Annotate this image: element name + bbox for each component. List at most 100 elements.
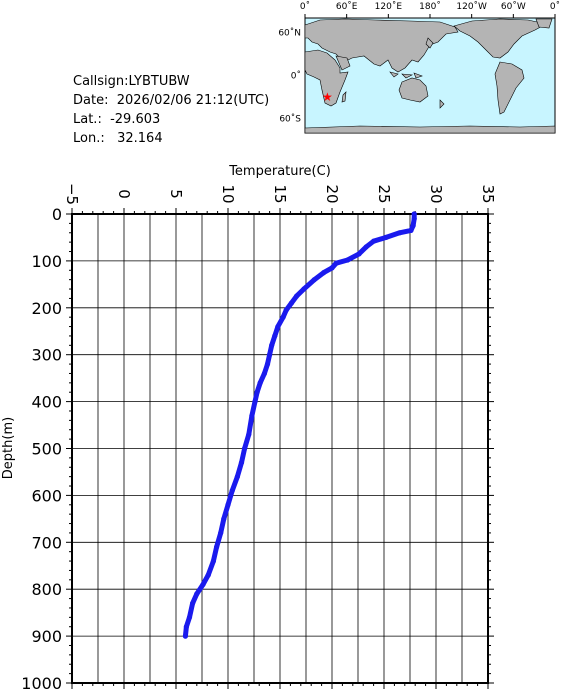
profile-point [269,342,275,348]
profile-point [194,591,200,597]
map-latitude-labels: 60˚N 0˚ 60˚S [278,27,301,124]
profile-point [225,502,231,508]
x-tick-label: 5 [167,189,185,199]
callsign-text: Callsign:LYBTUBW [73,74,190,89]
y-tick-label: 200 [31,299,62,318]
y-tick-label: 500 [31,440,62,459]
x-tick-label: 10 [219,184,237,203]
x-tick-label: 0 [115,189,133,199]
profile-point [272,333,278,339]
x-tick-label: −5 [63,183,81,205]
north-america-landmass [453,18,547,59]
map-lat-label: 60˚N [278,27,301,38]
y-tick-label: 0 [52,205,62,224]
x-tick-label: 30 [427,184,445,203]
map-lon-label: 0˚ [300,1,310,12]
longitude-text: Lon.: 32.164 [73,131,163,146]
x-tick-label: 15 [271,184,289,203]
profile-point [294,293,300,299]
profile-point [218,530,224,536]
profile-point [190,600,196,606]
map-lon-label: 120˚W [456,1,487,12]
japan-islands [425,37,434,49]
indonesia-islands [389,71,423,79]
x-tick-label: 35 [479,184,497,203]
profile-point [410,223,416,229]
profile-point [411,216,417,222]
australia-landmass [398,77,429,103]
profile-point [333,260,339,266]
map-lon-label: 120˚E [375,1,403,12]
map-lat-label: 0˚ [291,71,301,82]
new-zealand-islands [439,99,445,109]
profile-point [252,399,258,405]
profile-point [329,265,335,271]
profile-point [301,286,307,292]
date-text: Date: 2026/02/06 21:12(UTC) [73,93,270,108]
y-tick-label: 800 [31,580,62,599]
profile-point [229,488,235,494]
map-longitude-labels: 0˚ 60˚E 120˚E 180˚ 120˚W 60˚W 0˚ [300,1,560,18]
profile-point [242,445,248,452]
profile-point [186,614,193,620]
profile-point [311,277,317,283]
profile-point [221,516,227,522]
profile-point [210,558,216,564]
south-america-landmass [494,61,525,115]
profile-point [408,227,414,233]
profile-point [371,238,377,244]
profile-point [261,370,267,377]
profile-point [214,544,220,550]
map-lon-label: 180˚ [419,1,441,12]
profile-point [383,234,389,240]
location-star-icon: ★ [322,90,333,104]
y-tick-labels: 0 100 200 300 400 500 600 700 800 900 1000 [21,205,62,690]
profile-point [249,413,255,419]
profile-point [321,270,327,276]
profile-point [356,251,362,257]
y-axis-label: Depth(m) [1,417,16,479]
location-map: 0˚ 60˚E 120˚E 180˚ 120˚W 60˚W 0˚ 60˚N 0˚ 60˚S ★ [278,1,560,134]
profile-point [254,389,260,395]
y-tick-label: 100 [31,252,62,271]
greenland-landmass [535,18,553,29]
map-lon-label: 0˚ [550,1,560,12]
x-tick-label: 20 [323,184,341,203]
y-tick-label: 700 [31,533,62,552]
profile-point [205,572,211,578]
madagascar-landmass [341,91,347,103]
profile-point [275,324,281,330]
map-lon-label: 60˚W [501,1,526,12]
plot-frame [71,213,489,684]
africa-landmass [304,49,349,107]
profile-point [183,624,189,630]
float-location-marker: ★ [322,90,333,104]
y-tick-label: 600 [31,486,62,505]
profile-point [283,307,289,313]
chart-minor-ticks [66,208,494,689]
map-landmasses [304,18,556,134]
profile-point [363,244,369,250]
y-tick-label: 300 [31,346,62,365]
profile-point [397,230,403,236]
profile-point [200,581,206,588]
profile-point [288,300,294,306]
arabia-landmass [335,55,351,71]
map-lon-label: 60˚E [336,1,358,12]
float-info: Callsign:LYBTUBW Date: 2026/02/06 21:12(… [73,72,269,148]
latitude-text: Lat.: -29.603 [73,112,161,127]
chart-grid [71,213,489,684]
profile-point [246,431,252,437]
x-tick-labels: −5 0 5 10 15 20 25 30 35 [63,183,497,205]
profile-point [238,460,245,466]
profile-point [182,633,188,639]
profile-point [234,474,240,480]
profile-point [345,257,351,263]
profile-point [264,361,271,367]
y-tick-label: 1000 [21,674,62,690]
profile-point [267,352,273,358]
profile-point [411,211,417,217]
y-tick-label: 900 [31,627,62,646]
antarctica-landmass [304,125,556,134]
profile-point [280,314,286,320]
